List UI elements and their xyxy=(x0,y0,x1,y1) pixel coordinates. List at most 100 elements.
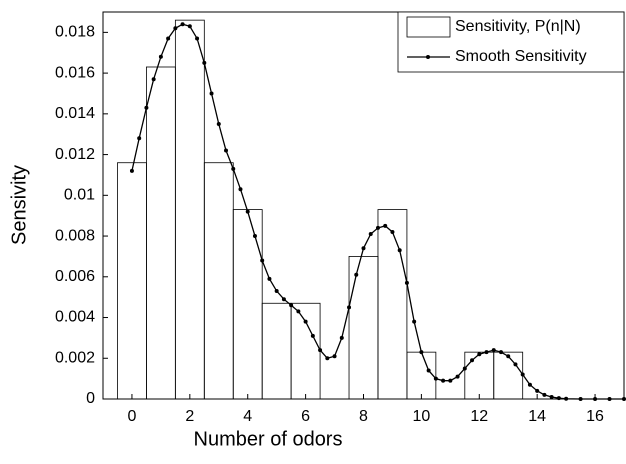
legend-label: Sensitivity, P(n|N) xyxy=(455,18,581,35)
point xyxy=(347,305,352,310)
point xyxy=(303,319,308,324)
point xyxy=(419,350,424,355)
point xyxy=(166,36,171,41)
point xyxy=(383,223,388,228)
point xyxy=(332,354,337,359)
point xyxy=(187,24,192,29)
bar xyxy=(117,162,147,400)
legend-label: Smooth Sensitivity xyxy=(455,48,587,65)
y-tick-label: 0.012 xyxy=(55,146,95,163)
legend-swatch xyxy=(406,16,451,38)
point xyxy=(137,136,142,141)
x-tick-label: 12 xyxy=(470,408,488,425)
point xyxy=(231,166,236,171)
point xyxy=(202,60,207,65)
point xyxy=(390,229,395,234)
point xyxy=(506,354,511,359)
point xyxy=(462,366,467,371)
bar xyxy=(377,209,408,400)
y-tick-label: 0 xyxy=(86,390,95,407)
point xyxy=(252,234,257,239)
point xyxy=(245,209,250,214)
x-tick-label: 14 xyxy=(528,408,546,425)
y-tick-label: 0.01 xyxy=(64,187,95,204)
point xyxy=(354,272,359,277)
point xyxy=(274,289,279,294)
point xyxy=(129,168,134,173)
bar xyxy=(203,162,234,400)
y-tick-label: 0.018 xyxy=(55,24,95,41)
point xyxy=(368,232,373,237)
point xyxy=(209,91,214,96)
point xyxy=(180,22,185,27)
y-tick-label: 0.002 xyxy=(55,349,95,366)
x-tick-label: 10 xyxy=(412,408,430,425)
point xyxy=(433,376,438,381)
point xyxy=(224,148,229,153)
x-tick-label: 6 xyxy=(301,408,310,425)
point xyxy=(289,303,294,308)
bar xyxy=(232,209,263,400)
bar xyxy=(174,19,205,400)
y-tick-label: 0.016 xyxy=(55,64,95,81)
point xyxy=(267,276,272,281)
point xyxy=(470,358,475,363)
x-tick-label: 8 xyxy=(359,408,368,425)
bar xyxy=(406,351,437,400)
point xyxy=(339,335,344,340)
legend-swatch xyxy=(426,55,430,59)
point xyxy=(144,105,149,110)
point xyxy=(361,246,366,251)
point xyxy=(448,378,453,383)
point xyxy=(549,394,554,399)
y-tick-label: 0.006 xyxy=(55,268,95,285)
bar xyxy=(261,302,292,400)
point xyxy=(412,319,417,324)
point xyxy=(281,297,286,302)
point xyxy=(238,187,243,192)
point xyxy=(260,258,265,263)
bar xyxy=(464,351,495,400)
point xyxy=(477,352,482,357)
point xyxy=(556,396,561,401)
x-tick-label: 16 xyxy=(586,408,604,425)
y-tick-label: 0.014 xyxy=(55,105,95,122)
point xyxy=(491,348,496,353)
point xyxy=(513,362,518,367)
point xyxy=(535,388,540,393)
bar xyxy=(348,256,379,400)
point xyxy=(404,280,409,285)
x-axis-label: Number of odors xyxy=(194,428,343,450)
point xyxy=(375,225,380,230)
point xyxy=(441,378,446,383)
bar xyxy=(290,302,321,400)
point xyxy=(455,374,460,379)
point xyxy=(216,122,221,127)
point xyxy=(318,348,323,353)
point xyxy=(426,368,431,373)
point xyxy=(173,26,178,31)
point xyxy=(520,372,525,377)
point xyxy=(151,77,156,82)
point xyxy=(296,309,301,314)
point xyxy=(158,54,163,59)
point xyxy=(195,36,200,41)
bar xyxy=(493,351,524,400)
x-tick-label: 2 xyxy=(185,408,194,425)
point xyxy=(498,350,503,355)
legend-box xyxy=(397,11,625,73)
point xyxy=(310,333,315,338)
point xyxy=(527,382,532,387)
x-tick-label: 4 xyxy=(243,408,252,425)
point xyxy=(484,350,489,355)
y-axis-label: Sensivity xyxy=(8,165,30,245)
x-tick-label: 0 xyxy=(127,408,136,425)
plot-frame xyxy=(102,11,625,400)
point xyxy=(325,356,330,361)
point xyxy=(542,392,547,397)
point xyxy=(397,248,402,253)
bar xyxy=(146,66,176,400)
y-tick-label: 0.004 xyxy=(55,309,95,326)
y-tick-label: 0.008 xyxy=(55,227,95,244)
